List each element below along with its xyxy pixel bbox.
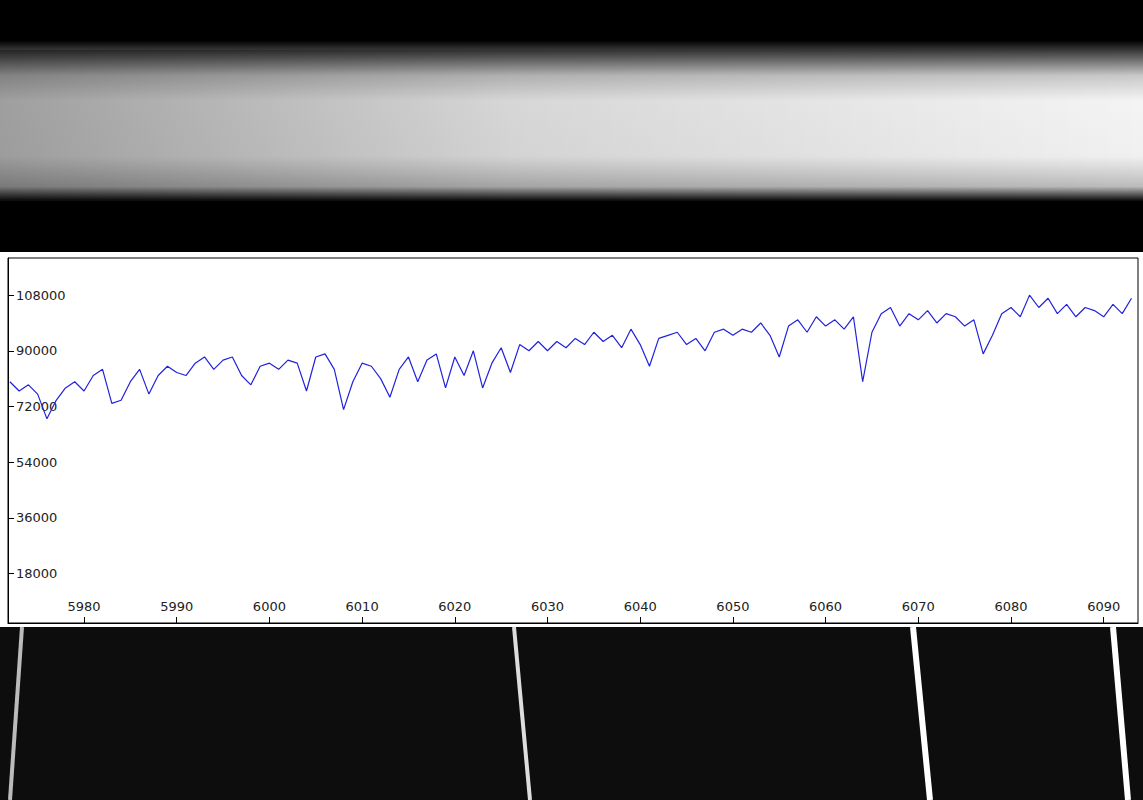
svg-text:90000: 90000	[16, 343, 57, 358]
svg-text:6040: 6040	[624, 599, 657, 614]
svg-text:6050: 6050	[716, 599, 749, 614]
svg-text:6010: 6010	[346, 599, 379, 614]
svg-text:6030: 6030	[531, 599, 564, 614]
svg-text:108000: 108000	[16, 288, 66, 303]
svg-text:54000: 54000	[16, 455, 57, 470]
svg-text:36000: 36000	[16, 510, 57, 525]
svg-text:6020: 6020	[438, 599, 471, 614]
svg-text:6090: 6090	[1087, 599, 1120, 614]
svg-text:5990: 5990	[160, 599, 193, 614]
svg-text:18000: 18000	[16, 566, 57, 581]
svg-text:6000: 6000	[253, 599, 286, 614]
svg-text:5980: 5980	[67, 599, 100, 614]
svg-text:72000: 72000	[16, 399, 58, 414]
svg-text:6070: 6070	[902, 599, 935, 614]
svg-text:6080: 6080	[994, 599, 1027, 614]
svg-text:6060: 6060	[809, 599, 842, 614]
